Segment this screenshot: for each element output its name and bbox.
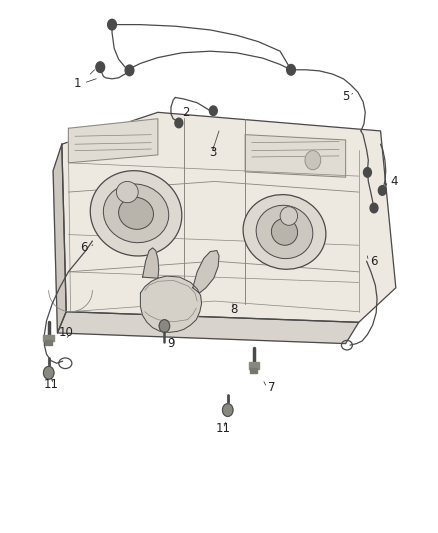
Circle shape: [378, 185, 386, 195]
Bar: [249, 362, 259, 368]
Circle shape: [209, 106, 217, 116]
Text: 6: 6: [370, 255, 378, 268]
Text: 3: 3: [209, 146, 216, 159]
Text: 6: 6: [80, 241, 88, 254]
Ellipse shape: [117, 181, 138, 203]
Polygon shape: [141, 276, 201, 333]
Text: 2: 2: [183, 106, 190, 119]
Polygon shape: [53, 144, 66, 333]
Ellipse shape: [243, 195, 326, 269]
Bar: [251, 368, 258, 373]
Text: 10: 10: [59, 326, 74, 340]
Circle shape: [287, 64, 295, 75]
Ellipse shape: [280, 207, 297, 225]
Ellipse shape: [256, 205, 313, 259]
Circle shape: [364, 167, 371, 177]
Text: 5: 5: [342, 90, 349, 103]
Text: 11: 11: [216, 422, 231, 435]
Polygon shape: [57, 312, 359, 344]
Text: 9: 9: [167, 337, 175, 350]
Bar: [45, 340, 52, 345]
Circle shape: [159, 320, 170, 333]
Circle shape: [370, 203, 378, 213]
Text: 7: 7: [268, 381, 275, 394]
Ellipse shape: [103, 184, 169, 243]
Text: 4: 4: [390, 175, 397, 188]
Circle shape: [43, 367, 54, 379]
Polygon shape: [193, 251, 219, 293]
Polygon shape: [245, 135, 346, 177]
Ellipse shape: [272, 219, 297, 245]
Polygon shape: [62, 112, 396, 322]
Polygon shape: [143, 248, 159, 278]
Text: 11: 11: [43, 378, 58, 391]
Circle shape: [108, 19, 117, 30]
Circle shape: [223, 403, 233, 416]
Circle shape: [125, 65, 134, 76]
Polygon shape: [68, 119, 158, 163]
Bar: [43, 335, 54, 341]
Circle shape: [305, 151, 321, 169]
Ellipse shape: [119, 197, 153, 229]
Ellipse shape: [90, 171, 182, 256]
Text: 1: 1: [73, 77, 81, 90]
Circle shape: [96, 62, 105, 72]
Circle shape: [175, 118, 183, 128]
Text: 8: 8: [230, 303, 238, 316]
